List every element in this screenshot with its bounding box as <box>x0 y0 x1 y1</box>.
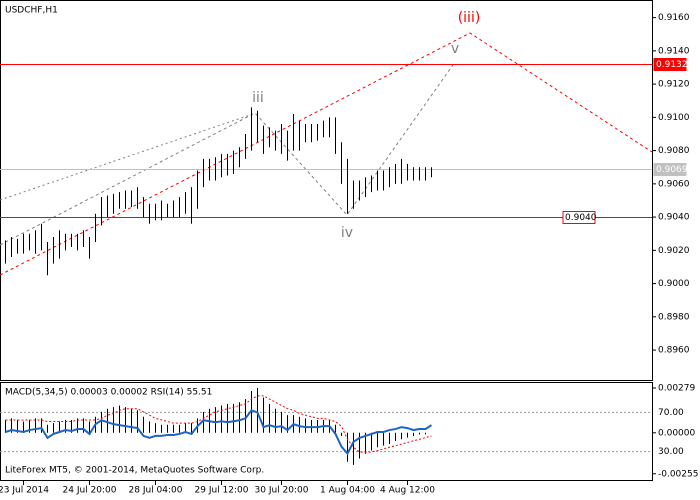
y-tick-label: 0.9060 <box>658 179 690 189</box>
x-tick-label: 4 Aug 12:00 <box>380 486 435 496</box>
y-tick-label: 0.9080 <box>658 146 690 156</box>
indicator-frame <box>0 382 653 481</box>
trend-line <box>0 114 251 201</box>
level-box <box>653 58 687 71</box>
wave-label: iv <box>341 225 353 241</box>
y-tick-label: 0.8960 <box>658 346 690 356</box>
wave-label: (iii) <box>458 10 481 26</box>
x-tick-label: 1 Aug 04:00 <box>320 486 375 496</box>
wave-label: v <box>451 41 459 57</box>
y2-tick-label: 30.00 <box>658 447 684 457</box>
y-tick-label: -0.00255 <box>658 469 698 479</box>
level-label: 0.9069 <box>656 165 688 175</box>
y-tick-label: 0.9160 <box>658 13 690 23</box>
y-tick-label: 0.9000 <box>658 279 690 289</box>
level-label: 0.9040 <box>565 213 597 223</box>
level-label: 0.9132 <box>656 60 688 70</box>
y-tick-label: 0.8980 <box>658 312 690 322</box>
rsi-line <box>5 409 433 456</box>
y-tick-label: 0.9120 <box>658 80 690 90</box>
x-tick-label: 30 Jul 20:00 <box>255 486 309 496</box>
x-tick-label: 28 Jul 04:00 <box>129 486 183 496</box>
footer: LiteForex MT5, © 2001-2014, MetaQuotes S… <box>5 466 264 476</box>
level-box <box>562 211 596 224</box>
x-tick-label: 23 Jul 2014 <box>0 486 49 496</box>
y2-tick-label: 70.00 <box>658 408 684 418</box>
wave-label: iii <box>252 90 264 106</box>
signal-line <box>5 395 432 453</box>
x-tick-label: 29 Jul 12:00 <box>195 486 249 496</box>
y-tick-label: 0.9020 <box>658 246 690 256</box>
wave-line <box>0 61 456 246</box>
wave-channel <box>0 32 653 276</box>
price-frame <box>0 0 653 381</box>
y-tick-label: 0.9140 <box>658 46 690 56</box>
indicator-title: MACD(5,34,5) 0.00003 0.00002 RSI(14) 55.… <box>5 388 212 398</box>
level-box <box>653 163 687 176</box>
y-tick-label: 0.9040 <box>658 213 690 223</box>
y-tick-label: 0.9100 <box>658 113 690 123</box>
chart-title: USDCHF,H1 <box>5 6 58 16</box>
y-tick-label: 0.00279 <box>658 383 695 393</box>
y-tick-label: 0.00000 <box>658 428 695 438</box>
x-tick-label: 24 Jul 20:00 <box>63 486 117 496</box>
